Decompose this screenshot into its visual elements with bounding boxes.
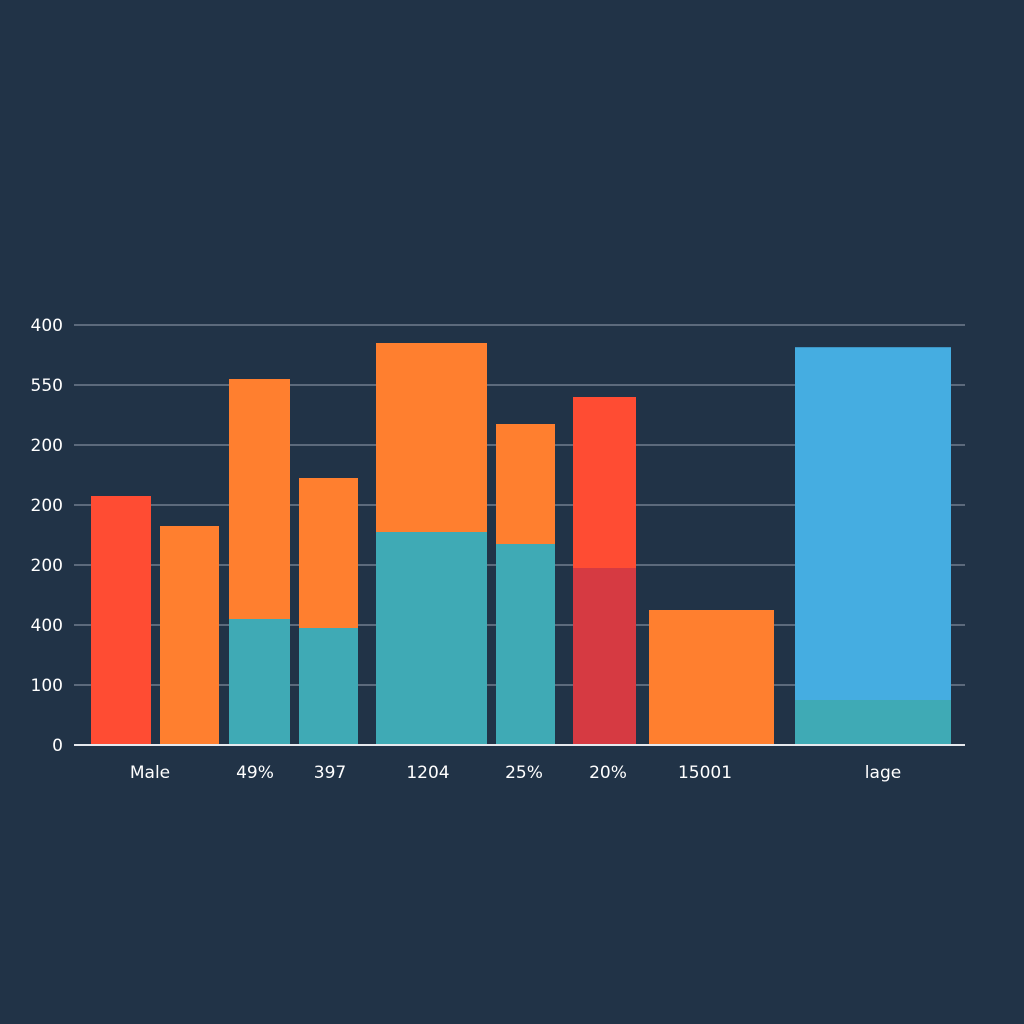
bar-segment [299, 628, 358, 745]
category-label: 1204 [406, 763, 449, 783]
bar-segment [795, 700, 951, 745]
bar-397 [299, 478, 358, 745]
bar-segment [299, 478, 358, 628]
y-tick-label: 200 [31, 556, 63, 576]
bar-segment [376, 343, 487, 532]
bar-lage [795, 347, 951, 745]
category-label: 25% [505, 763, 543, 783]
bars [91, 343, 951, 745]
bar-49% [229, 379, 290, 745]
category-label: Male [130, 763, 170, 783]
bar-Male [160, 526, 219, 745]
y-tick-label: 200 [31, 436, 63, 456]
category-label: 397 [314, 763, 346, 783]
category-label: lage [865, 763, 901, 783]
bar-segment [376, 532, 487, 745]
y-tick-label: 400 [31, 316, 63, 336]
bar-segment [573, 397, 636, 568]
bar-Male [91, 496, 151, 745]
category-label: 49% [236, 763, 274, 783]
bar-segment [573, 568, 636, 745]
bar-segment [496, 544, 555, 745]
y-tick-label: 100 [31, 676, 63, 696]
y-tick-label: 0 [52, 736, 63, 756]
bar-segment [229, 379, 290, 619]
y-tick-label: 400 [31, 616, 63, 636]
category-label: 15001 [678, 763, 732, 783]
y-tick-labels: 0 100 400 200 200 200 550 400 [31, 316, 63, 756]
bar-25% [496, 424, 555, 745]
category-label: 20% [589, 763, 627, 783]
bar-segment [649, 610, 774, 745]
y-tick-label: 550 [31, 376, 63, 396]
bar-segment [91, 496, 151, 745]
bar-15001 [649, 610, 774, 745]
bar-segment [496, 424, 555, 544]
bar-segment [229, 619, 290, 745]
bar-20% [573, 397, 636, 745]
category-labels: Male 49% 397 1204 25% 20% 15001 lage [130, 763, 901, 783]
bar-1204 [376, 343, 487, 745]
bar-segment [160, 526, 219, 745]
y-tick-label: 200 [31, 496, 63, 516]
bar-segment [795, 347, 951, 700]
